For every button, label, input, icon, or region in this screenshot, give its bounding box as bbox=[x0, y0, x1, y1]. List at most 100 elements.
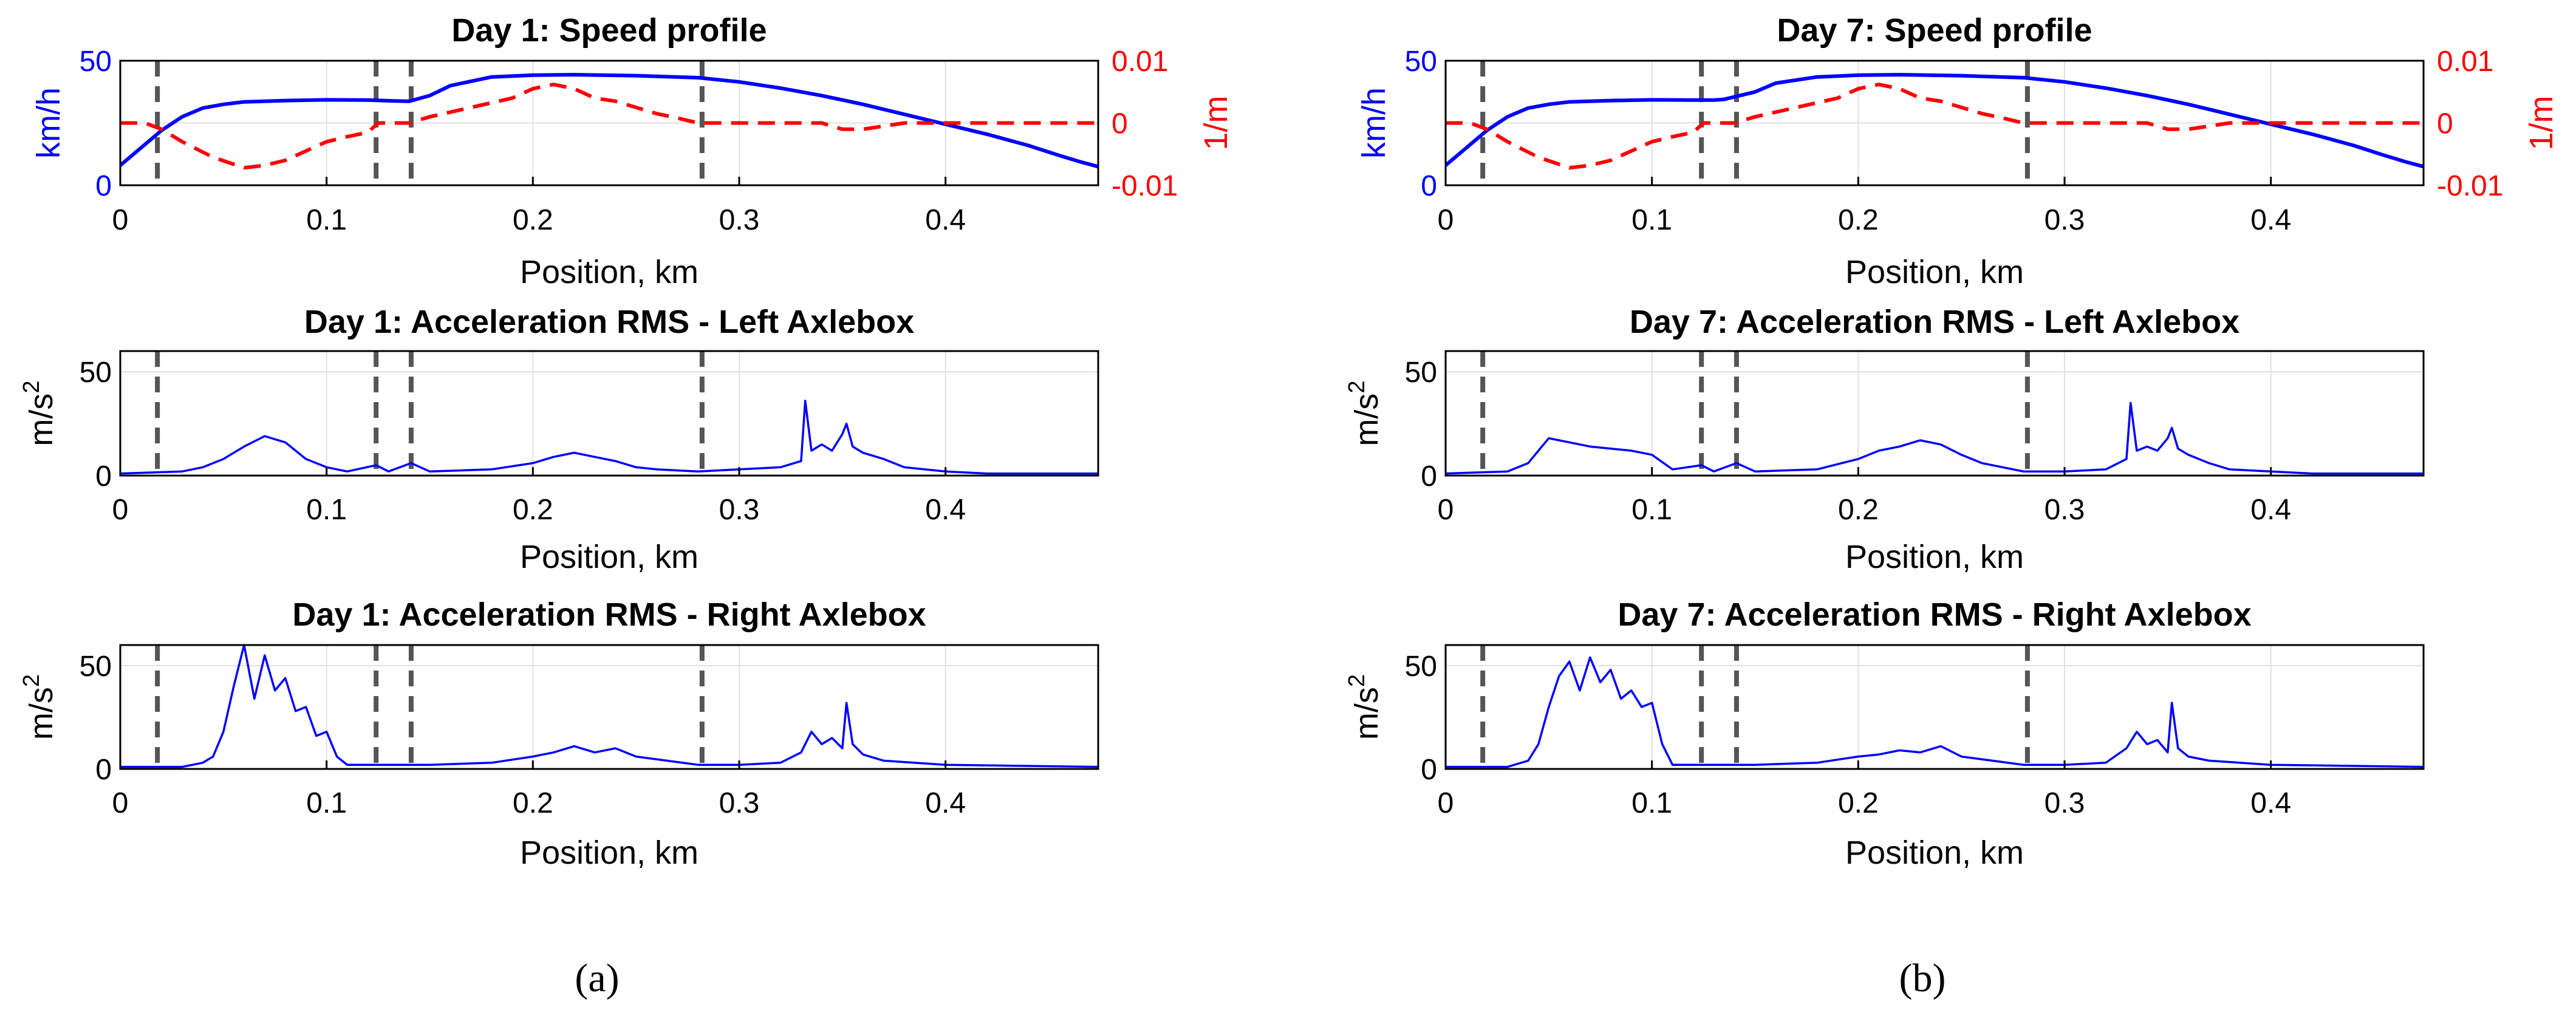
y-axis-label: m/s2 bbox=[19, 674, 60, 740]
plot-area bbox=[120, 351, 1098, 476]
y-axis-label: m/s2 bbox=[1344, 380, 1385, 446]
x-tick-label: 0.4 bbox=[2250, 204, 2291, 236]
series-curvature bbox=[120, 83, 1098, 170]
y-tick-label: 50 bbox=[80, 651, 112, 683]
chart-title: Day 7: Speed profile bbox=[1777, 12, 2092, 49]
x-tick-label: 0.3 bbox=[2045, 787, 2085, 819]
y-tick-label: 50 bbox=[80, 357, 112, 389]
chart-title: Day 7: Acceleration RMS - Right Axlebox bbox=[1618, 596, 2251, 633]
y-axis-unit: m/s bbox=[23, 687, 60, 740]
panel-label: (a) bbox=[575, 956, 619, 1000]
y-axis-unit-superscript: 2 bbox=[19, 380, 44, 393]
y-tick-label-right: -0.01 bbox=[1112, 170, 1178, 202]
y-tick-label-right: 0 bbox=[1112, 108, 1128, 140]
x-tick-label: 0.3 bbox=[2045, 204, 2085, 236]
x-axis-label: Position, km bbox=[520, 254, 699, 290]
x-tick-label: 0 bbox=[112, 787, 129, 819]
x-tick-label: 0.2 bbox=[513, 787, 553, 819]
y-tick-label-right: 0.01 bbox=[1112, 46, 1168, 78]
x-tick-label: 0.2 bbox=[513, 494, 553, 526]
axes-box bbox=[119, 644, 1099, 770]
axes-box bbox=[1444, 644, 2425, 770]
x-tick-label: 0.2 bbox=[1838, 787, 1879, 819]
y-tick-label: 0 bbox=[1421, 460, 1437, 493]
y-tick-label-right: 0.01 bbox=[2437, 46, 2493, 78]
axes-box bbox=[1444, 350, 2425, 477]
y-tick-label: 50 bbox=[1405, 651, 1437, 683]
x-axis-label: Position, km bbox=[520, 539, 699, 575]
series-speed bbox=[119, 73, 1099, 169]
chart-rms-1-3: Day 1: Acceleration RMS - Right Axlebox 0… bbox=[19, 596, 1099, 871]
x-axis-label: Position, km bbox=[1845, 539, 2024, 575]
x-tick-label: 0.4 bbox=[925, 204, 966, 236]
y-tick-label: 0 bbox=[1421, 754, 1437, 786]
x-tick-label: 0.1 bbox=[1631, 494, 1672, 526]
x-tick-label: 0.1 bbox=[1631, 204, 1672, 236]
y-tick-label-left: 50 bbox=[80, 46, 112, 78]
series-rms-left bbox=[120, 400, 1098, 475]
y-axis-label-right: 1/m bbox=[2523, 95, 2560, 150]
y-axis-unit-superscript: 2 bbox=[1344, 380, 1370, 393]
axes-box bbox=[1444, 60, 2425, 186]
x-tick-label: 0.1 bbox=[1631, 787, 1672, 819]
x-tick-label: 0 bbox=[1438, 787, 1454, 819]
x-tick-label: 0.1 bbox=[306, 787, 347, 819]
chart-speed-2-1: Day 7: Speed profile 0 0.1 0.2 0.3 0.4 Positio… bbox=[1356, 12, 2560, 290]
y-tick-label-left: 0 bbox=[95, 170, 112, 202]
x-tick-label: 0.1 bbox=[306, 204, 347, 236]
x-tick-label: 0.2 bbox=[513, 204, 553, 236]
y-axis-unit: m/s bbox=[1348, 394, 1385, 446]
x-tick-label: 0.3 bbox=[719, 787, 760, 819]
y-tick-label-left: 0 bbox=[1421, 170, 1437, 202]
chart-rms-2-3: Day 7: Acceleration RMS - Right Axlebox 0… bbox=[1344, 596, 2425, 871]
x-tick-label: 0 bbox=[112, 204, 129, 236]
y-tick-label: 0 bbox=[95, 754, 112, 786]
y-tick-label-right: -0.01 bbox=[2437, 170, 2503, 202]
y-axis-label-left: km/h bbox=[30, 87, 67, 159]
x-axis-label: Position, km bbox=[1845, 835, 2024, 871]
panel-label: (b) bbox=[1899, 956, 1946, 1000]
x-tick-label: 0 bbox=[112, 494, 129, 526]
x-tick-label: 0 bbox=[1438, 204, 1454, 236]
x-tick-label: 0.2 bbox=[1838, 494, 1879, 526]
x-tick-label: 0.4 bbox=[2250, 787, 2291, 819]
chart-title: Day 1: Acceleration RMS - Right Axlebox bbox=[292, 596, 926, 633]
x-tick-label: 0.4 bbox=[925, 494, 966, 526]
chart-title: Day 1: Speed profile bbox=[451, 12, 767, 49]
x-tick-label: 0.4 bbox=[925, 787, 966, 819]
x-axis-label: Position, km bbox=[1845, 254, 2024, 290]
x-tick-label: 0 bbox=[1438, 494, 1454, 526]
x-tick-label: 0.3 bbox=[719, 204, 760, 236]
y-tick-label-left: 50 bbox=[1405, 46, 1437, 78]
y-axis-label-right: 1/m bbox=[1198, 95, 1234, 150]
y-tick-label: 50 bbox=[1405, 357, 1437, 389]
y-tick-label: 0 bbox=[95, 460, 112, 493]
y-axis-label: m/s2 bbox=[1344, 674, 1385, 740]
x-axis-label: Position, km bbox=[520, 835, 699, 871]
y-axis-unit-superscript: 2 bbox=[1344, 674, 1370, 687]
y-axis-unit: m/s bbox=[23, 394, 60, 446]
x-tick-label: 0.4 bbox=[2250, 494, 2291, 526]
y-axis-label: m/s2 bbox=[19, 380, 60, 446]
x-tick-label: 0.2 bbox=[1838, 204, 1879, 236]
y-axis-label-left: km/h bbox=[1356, 87, 1392, 159]
y-axis-unit: m/s bbox=[1348, 687, 1385, 740]
y-tick-label-right: 0 bbox=[2437, 108, 2453, 140]
chart-title: Day 7: Acceleration RMS - Left Axlebox bbox=[1630, 304, 2239, 340]
series-curvature bbox=[1446, 83, 2424, 170]
x-tick-label: 0.3 bbox=[719, 494, 760, 526]
series-speed bbox=[1444, 73, 2424, 169]
series-rms-left bbox=[1445, 401, 2424, 475]
x-tick-label: 0.3 bbox=[2045, 494, 2085, 526]
series-rms-right bbox=[120, 644, 1099, 768]
plot-area bbox=[1446, 351, 2424, 476]
x-tick-label: 0.1 bbox=[306, 494, 347, 526]
chart-speed-1-1: Day 1: Speed profile 0 0.1 0.2 0.3 0.4 Positio… bbox=[30, 12, 1234, 290]
axes-box bbox=[119, 350, 1099, 477]
axes-box bbox=[119, 60, 1099, 186]
y-axis-unit-superscript: 2 bbox=[19, 674, 44, 687]
chart-title: Day 1: Acceleration RMS - Left Axlebox bbox=[304, 304, 914, 340]
